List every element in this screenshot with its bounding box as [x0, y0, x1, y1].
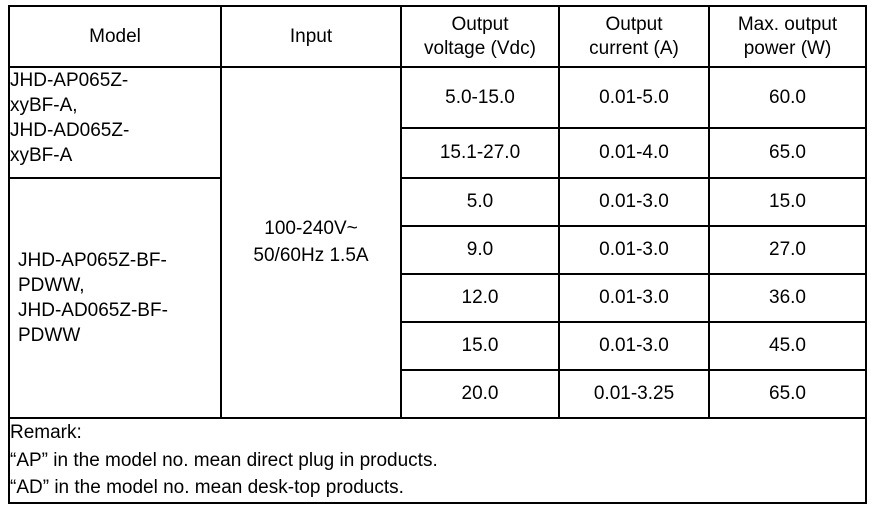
- model-cell-group-2: JHD-AP065Z-BF- PDWW, JHD-AD065Z-BF- PDWW: [8, 177, 222, 419]
- remark-cell: Remark: “AP” in the model no. mean direc…: [8, 417, 867, 504]
- cell-max-output-power-5: 36.0: [708, 273, 867, 323]
- input-cell: 100-240V~ 50/60Hz 1.5A: [220, 66, 402, 419]
- input-cell-line1: 100-240V~: [264, 218, 358, 240]
- cell-output-current-6: 0.01-3.0: [558, 321, 710, 371]
- power-supply-spec-table: Model Input Output voltage (Vdc) Output …: [8, 5, 867, 504]
- table-row: 15.0 0.01-3.0 45.0: [9, 321, 867, 371]
- table-row: JHD-AP065Z-BF- PDWW, JHD-AD065Z-BF- PDWW…: [8, 177, 867, 419]
- model-cell-group-1-line1: JHD-AP065Z-: [10, 70, 129, 91]
- cell-output-current-4: 0.01-3.0: [558, 225, 710, 275]
- cell-output-voltage-2: 15.1-27.0: [400, 127, 560, 179]
- column-header-output-current-line1: Output: [605, 14, 663, 36]
- table-row: 20.0 0.01-3.25 65.0: [9, 369, 867, 419]
- column-header-max-output-power-line1: Max. output: [737, 14, 838, 36]
- column-header-output-voltage-line2: voltage (Vdc): [424, 37, 536, 59]
- table-row: JHD-AP065Z- xyBF-A, JHD-AD065Z- xyBF-A 1…: [8, 66, 867, 419]
- column-header-model-label: Model: [89, 25, 141, 47]
- column-header-output-current: Output current (A): [558, 5, 710, 68]
- model-cell-group-2-line3: JHD-AD065Z-BF-: [18, 300, 168, 321]
- remark-row: Remark: “AP” in the model no. mean direc…: [8, 417, 867, 504]
- input-cell-line2: 50/60Hz 1.5A: [253, 244, 369, 266]
- cell-max-output-power-7: 65.0: [708, 369, 867, 419]
- model-cell-group-2-line2: PDWW,: [18, 274, 85, 296]
- remark-title: Remark:: [10, 422, 82, 443]
- model-cell-group-2-line1: JHD-AP065Z-BF-: [18, 249, 167, 271]
- model-cell-group-2-line4: PDWW: [18, 325, 81, 347]
- table-row: 12.0 0.01-3.0 36.0: [9, 273, 867, 323]
- header-row: Model Input Output voltage (Vdc) Output …: [8, 5, 867, 68]
- cell-max-output-power-2: 65.0: [708, 127, 867, 179]
- model-cell-group-1-line2: xyBF-A,: [10, 95, 78, 117]
- cell-output-voltage-4: 9.0: [400, 225, 560, 275]
- table-row: 9.0 0.01-3.0 27.0: [9, 225, 867, 275]
- model-cell-group-1-line3: JHD-AD065Z-: [10, 120, 130, 142]
- cell-output-current-5: 0.01-3.0: [558, 273, 710, 323]
- column-header-input-label: Input: [289, 25, 333, 47]
- column-header-max-output-power-line2: power (W): [743, 37, 832, 59]
- column-header-output-voltage: Output voltage (Vdc): [400, 5, 560, 68]
- model-cell-group-1: JHD-AP065Z- xyBF-A, JHD-AD065Z- xyBF-A: [8, 66, 222, 179]
- remark-line-ad: “AD” in the model no. mean desk-top prod…: [10, 477, 404, 499]
- model-cell-group-1-line4: xyBF-A: [10, 145, 73, 167]
- table-header: Model Input Output voltage (Vdc) Output …: [8, 5, 867, 68]
- cell-output-current-7: 0.01-3.25: [558, 369, 710, 419]
- cell-output-voltage-6: 15.0: [400, 321, 560, 371]
- cell-output-current-1: 0.01-5.0: [558, 66, 710, 129]
- cell-max-output-power-1: 60.0: [708, 66, 867, 129]
- cell-output-voltage-1: 5.0-15.0: [400, 66, 560, 129]
- table-row: 15.1-27.0 0.01-4.0 65.0: [9, 127, 867, 179]
- column-header-output-voltage-line1: Output: [451, 14, 509, 36]
- cell-output-current-2: 0.01-4.0: [558, 127, 710, 179]
- cell-max-output-power-6: 45.0: [708, 321, 867, 371]
- cell-output-voltage-7: 20.0: [400, 369, 560, 419]
- cell-max-output-power-4: 27.0: [708, 225, 867, 275]
- cell-max-output-power-3: 15.0: [708, 177, 867, 227]
- table-body: JHD-AP065Z- xyBF-A, JHD-AD065Z- xyBF-A 1…: [8, 66, 867, 504]
- column-header-max-output-power: Max. output power (W): [708, 5, 867, 68]
- cell-output-current-3: 0.01-3.0: [558, 177, 710, 227]
- column-header-model: Model: [8, 5, 222, 68]
- cell-output-voltage-3: 5.0: [400, 177, 560, 227]
- cell-output-voltage-5: 12.0: [400, 273, 560, 323]
- remark-line-ap: “AP” in the model no. mean direct plug i…: [10, 449, 438, 471]
- column-header-output-current-line2: current (A): [589, 37, 679, 59]
- column-header-input: Input: [220, 5, 402, 68]
